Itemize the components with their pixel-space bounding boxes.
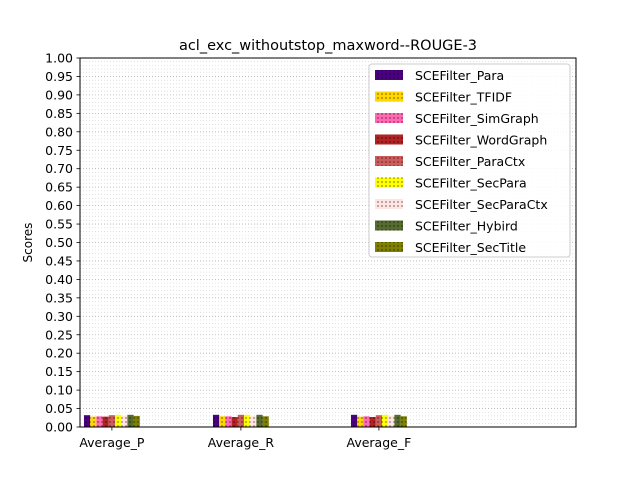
bar-hatch [115,414,122,427]
y-tick-label: 0.90 [45,87,73,102]
y-tick-label: 0.85 [45,106,73,121]
y-tick-label: 0.05 [45,401,73,416]
bar-hatch [244,414,251,427]
bar-hatch [394,414,401,427]
legend-swatch-hatch [375,199,403,209]
bar-hatch [351,414,358,427]
y-tick-label: 0.95 [45,69,73,84]
bar-hatch [102,416,109,427]
y-tick-label: 0.35 [45,290,73,305]
y-tick-label: 0.30 [45,309,73,324]
bar-hatch [133,415,140,427]
bar-hatch [213,414,220,427]
y-tick-label: 0.40 [45,272,73,287]
legend-label: SCEFilter_Hybird [415,219,518,234]
y-tick-label: 0.65 [45,180,73,195]
legend-box [368,63,571,258]
y-axis-label: Scores [21,223,35,263]
bar-hatch [96,416,103,427]
legend-label: SCEFilter_SecTitle [415,240,526,255]
legend-swatch-hatch [375,134,403,145]
y-tick-label: 0.20 [45,346,73,361]
y-tick-label: 0.55 [45,217,73,232]
legend-label: SCEFilter_SecPara [415,176,527,191]
y-tick-label: 0.10 [45,383,73,398]
legend-swatch-hatch [375,156,403,166]
legend-label: SCEFilter_Para [415,68,504,83]
y-tick-label: 0.00 [45,420,73,435]
bar-hatch [262,416,269,427]
bars [84,414,407,427]
bar-hatch [388,415,395,427]
bar-hatch [121,415,128,427]
bar-hatch [237,414,244,427]
legend-label: SCEFilter_TFIDF [415,90,512,105]
legend-swatch-hatch [375,242,403,252]
bar-hatch [219,416,226,427]
y-tick-label: 0.80 [45,124,73,139]
legend-swatch-hatch [375,70,403,80]
y-tick-label: 0.25 [45,327,73,342]
y-tick-label: 0.15 [45,364,73,379]
bar-hatch [231,417,238,427]
y-tick-label: 0.75 [45,143,73,158]
bar-hatch [357,416,364,427]
bar-hatch [363,416,370,427]
bar-hatch [84,415,91,427]
y-tick-label: 1.00 [45,51,73,66]
legend-swatch-hatch [375,177,403,188]
x-tick-label: Average_P [79,435,145,450]
bar-hatch [382,414,389,427]
x-axis: Average_P Average_R Average_F [79,427,411,450]
bar-hatch [375,415,382,427]
bar-hatch [400,416,407,427]
x-tick-label: Average_R [208,435,275,450]
legend-swatch-hatch [375,91,403,102]
bar-hatch [108,415,115,427]
legend-label: SCEFilter_SecParaCtx [415,197,548,212]
legend-swatch-hatch [375,220,403,231]
x-tick-label: Average_F [347,435,412,450]
legend-label: SCEFilter_SimGraph [415,111,539,126]
y-tick-label: 0.60 [45,198,73,213]
y-tick-label: 0.45 [45,253,73,268]
y-tick-label: 0.50 [45,235,73,250]
bar-hatch [250,416,257,427]
legend: SCEFilter_Para SCEFilter_TFIDF SCEFilter_S… [368,63,571,258]
bar-hatch [225,416,232,427]
bar-hatch [90,416,97,427]
chart-title: acl_exc_withoutstop_maxword--ROUGE-3 [179,38,477,54]
bar-hatch [369,417,376,427]
legend-swatch-hatch [375,113,403,123]
legend-label: SCEFilter_ParaCtx [415,154,525,169]
legend-label: SCEFilter_WordGraph [415,133,547,148]
bar-hatch [127,414,134,427]
y-tick-label: 0.70 [45,161,73,176]
y-axis: 0.00 0.05 0.10 0.15 0.20 0.25 0.30 0.35 0.40 0.45… [45,51,80,435]
bar-hatch [256,414,263,427]
